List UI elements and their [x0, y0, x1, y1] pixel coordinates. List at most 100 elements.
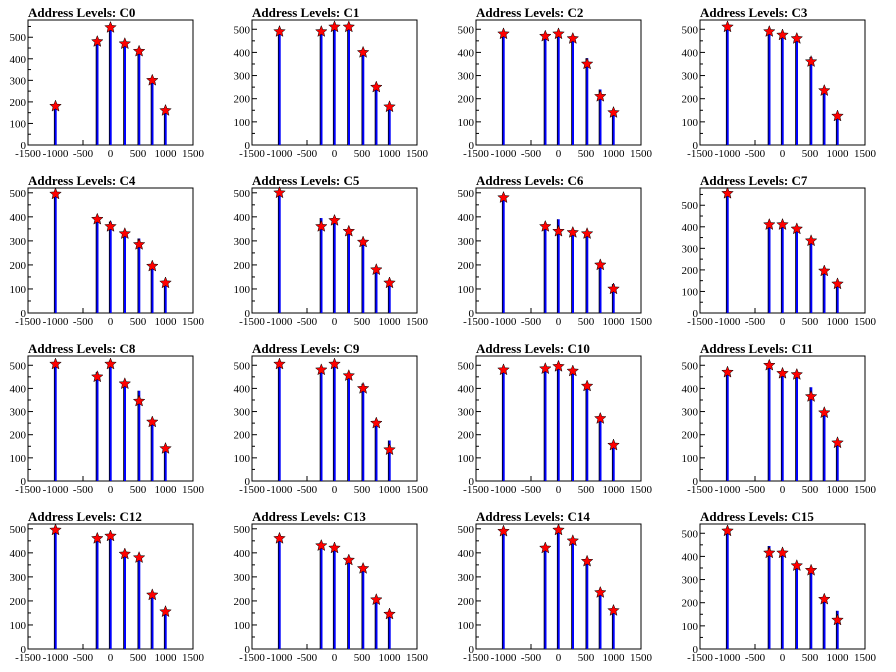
star-marker	[342, 20, 356, 33]
y-tick-label: 200	[682, 430, 699, 442]
histogram-bar	[151, 420, 154, 481]
x-tick-label: -1500	[463, 148, 489, 160]
x-tick-label: -1000	[43, 652, 69, 664]
y-tick-label: 400	[10, 54, 27, 66]
chart-svg: 0 100 200 300 400 500 -1500 -1000 -500 0 500 1000 15…	[682, 523, 877, 664]
star-marker	[369, 80, 383, 93]
histogram-bar	[836, 282, 839, 313]
histogram-bar	[502, 33, 505, 146]
chart-title: Address Levels: C9	[252, 341, 360, 356]
chart-title: Address Levels: C15	[700, 509, 814, 524]
y-tick-label: 0	[21, 644, 27, 656]
x-tick-label: 0	[332, 652, 338, 664]
star-marker	[328, 213, 341, 226]
star-marker	[118, 377, 132, 390]
histogram-bar	[333, 219, 336, 313]
histogram-bar	[109, 27, 112, 145]
histogram-bar	[375, 598, 378, 649]
x-tick-label: 500	[802, 148, 819, 160]
star-marker	[132, 237, 146, 250]
x-tick-label: 500	[578, 316, 595, 328]
star-marker	[90, 34, 104, 47]
x-tick-label: -1000	[491, 148, 517, 160]
star-marker	[49, 99, 62, 112]
histogram-bar	[599, 89, 602, 145]
x-tick-label: 1500	[406, 316, 429, 328]
histogram-bar	[809, 57, 813, 146]
y-tick-label: 300	[10, 572, 27, 584]
histogram-bar	[361, 52, 365, 145]
x-tick-label: 1500	[630, 316, 653, 328]
histogram-bar	[557, 219, 560, 313]
y-tick-label: 500	[234, 524, 251, 536]
histogram-bar	[109, 221, 112, 313]
star-marker	[159, 605, 172, 618]
star-marker	[49, 357, 62, 370]
histogram-bar	[502, 531, 505, 649]
y-tick-label: 300	[458, 407, 475, 419]
x-tick-label: -1000	[715, 484, 741, 496]
histogram-bar	[585, 386, 589, 481]
star-marker	[145, 415, 159, 428]
histogram-bar	[361, 383, 365, 481]
histogram-bar	[726, 26, 729, 146]
x-tick-label: 1000	[379, 316, 402, 328]
x-tick-label: 1000	[827, 652, 850, 664]
chart-panel-9: Address Levels: C9 0 100 200 300 400 500 -1500-…	[224, 336, 448, 504]
star-marker	[90, 212, 104, 225]
histogram-bar	[795, 38, 798, 145]
x-tick-label: 1500	[854, 148, 877, 160]
y-tick-label: 300	[10, 407, 27, 419]
x-tick-label: 500	[130, 316, 147, 328]
y-tick-label: 100	[234, 453, 251, 465]
chart-svg: 0 100 200 300 400 500 -1500 -1000 -500 0 500 1000 15…	[458, 355, 653, 496]
star-marker	[762, 546, 776, 559]
x-tick-label: 500	[578, 484, 595, 496]
y-tick-label: 300	[682, 575, 699, 587]
star-marker	[314, 363, 328, 376]
y-tick-label: 400	[458, 212, 475, 224]
star-marker	[538, 29, 552, 42]
x-tick-label: 1000	[379, 484, 402, 496]
chart-panel-6: Address Levels: C6 0 100 200 300 400 500 -1500-…	[448, 168, 672, 336]
x-tick-label: 0	[780, 484, 786, 496]
chart-svg: 0 100 200 300 400 500 -1500 -1000 -500 0 500 1000 15…	[10, 19, 205, 160]
star-marker	[817, 592, 831, 605]
star-marker	[132, 394, 146, 407]
x-tick-label: -500	[521, 316, 542, 328]
star-marker	[721, 186, 734, 199]
histogram-bar	[781, 33, 784, 146]
x-tick-label: 0	[332, 148, 338, 160]
star-marker	[314, 219, 328, 232]
x-tick-label: 500	[130, 148, 147, 160]
histogram-bar	[571, 539, 574, 649]
y-tick-label: 100	[682, 286, 699, 298]
star-marker	[49, 187, 62, 200]
y-tick-label: 200	[234, 596, 251, 608]
y-tick-label: 0	[245, 140, 251, 152]
y-tick-label: 200	[458, 260, 475, 272]
histogram-bar	[320, 542, 323, 649]
y-tick-label: 100	[234, 284, 251, 296]
x-tick-label: -500	[73, 148, 94, 160]
histogram-bar	[571, 38, 574, 145]
star-marker	[831, 109, 844, 122]
x-tick-label: 0	[780, 148, 786, 160]
star-marker	[607, 603, 620, 616]
histogram-bar	[768, 545, 771, 649]
star-marker	[790, 559, 804, 572]
y-tick-label: 100	[682, 117, 699, 129]
y-tick-label: 100	[234, 620, 251, 632]
histogram-bar	[823, 269, 826, 313]
y-tick-label: 300	[234, 407, 251, 419]
x-tick-label: -500	[297, 652, 318, 664]
star-marker	[762, 358, 776, 371]
x-tick-label: -1000	[491, 652, 517, 664]
y-tick-label: 0	[21, 140, 27, 152]
histogram-bar	[278, 364, 281, 481]
star-marker	[159, 276, 172, 289]
chart-svg: 0 100 200 300 400 500 -1500 -1000 -500 0 500 1000 15…	[10, 355, 205, 496]
star-marker	[580, 379, 594, 392]
star-marker	[721, 365, 734, 378]
star-marker	[552, 523, 565, 536]
